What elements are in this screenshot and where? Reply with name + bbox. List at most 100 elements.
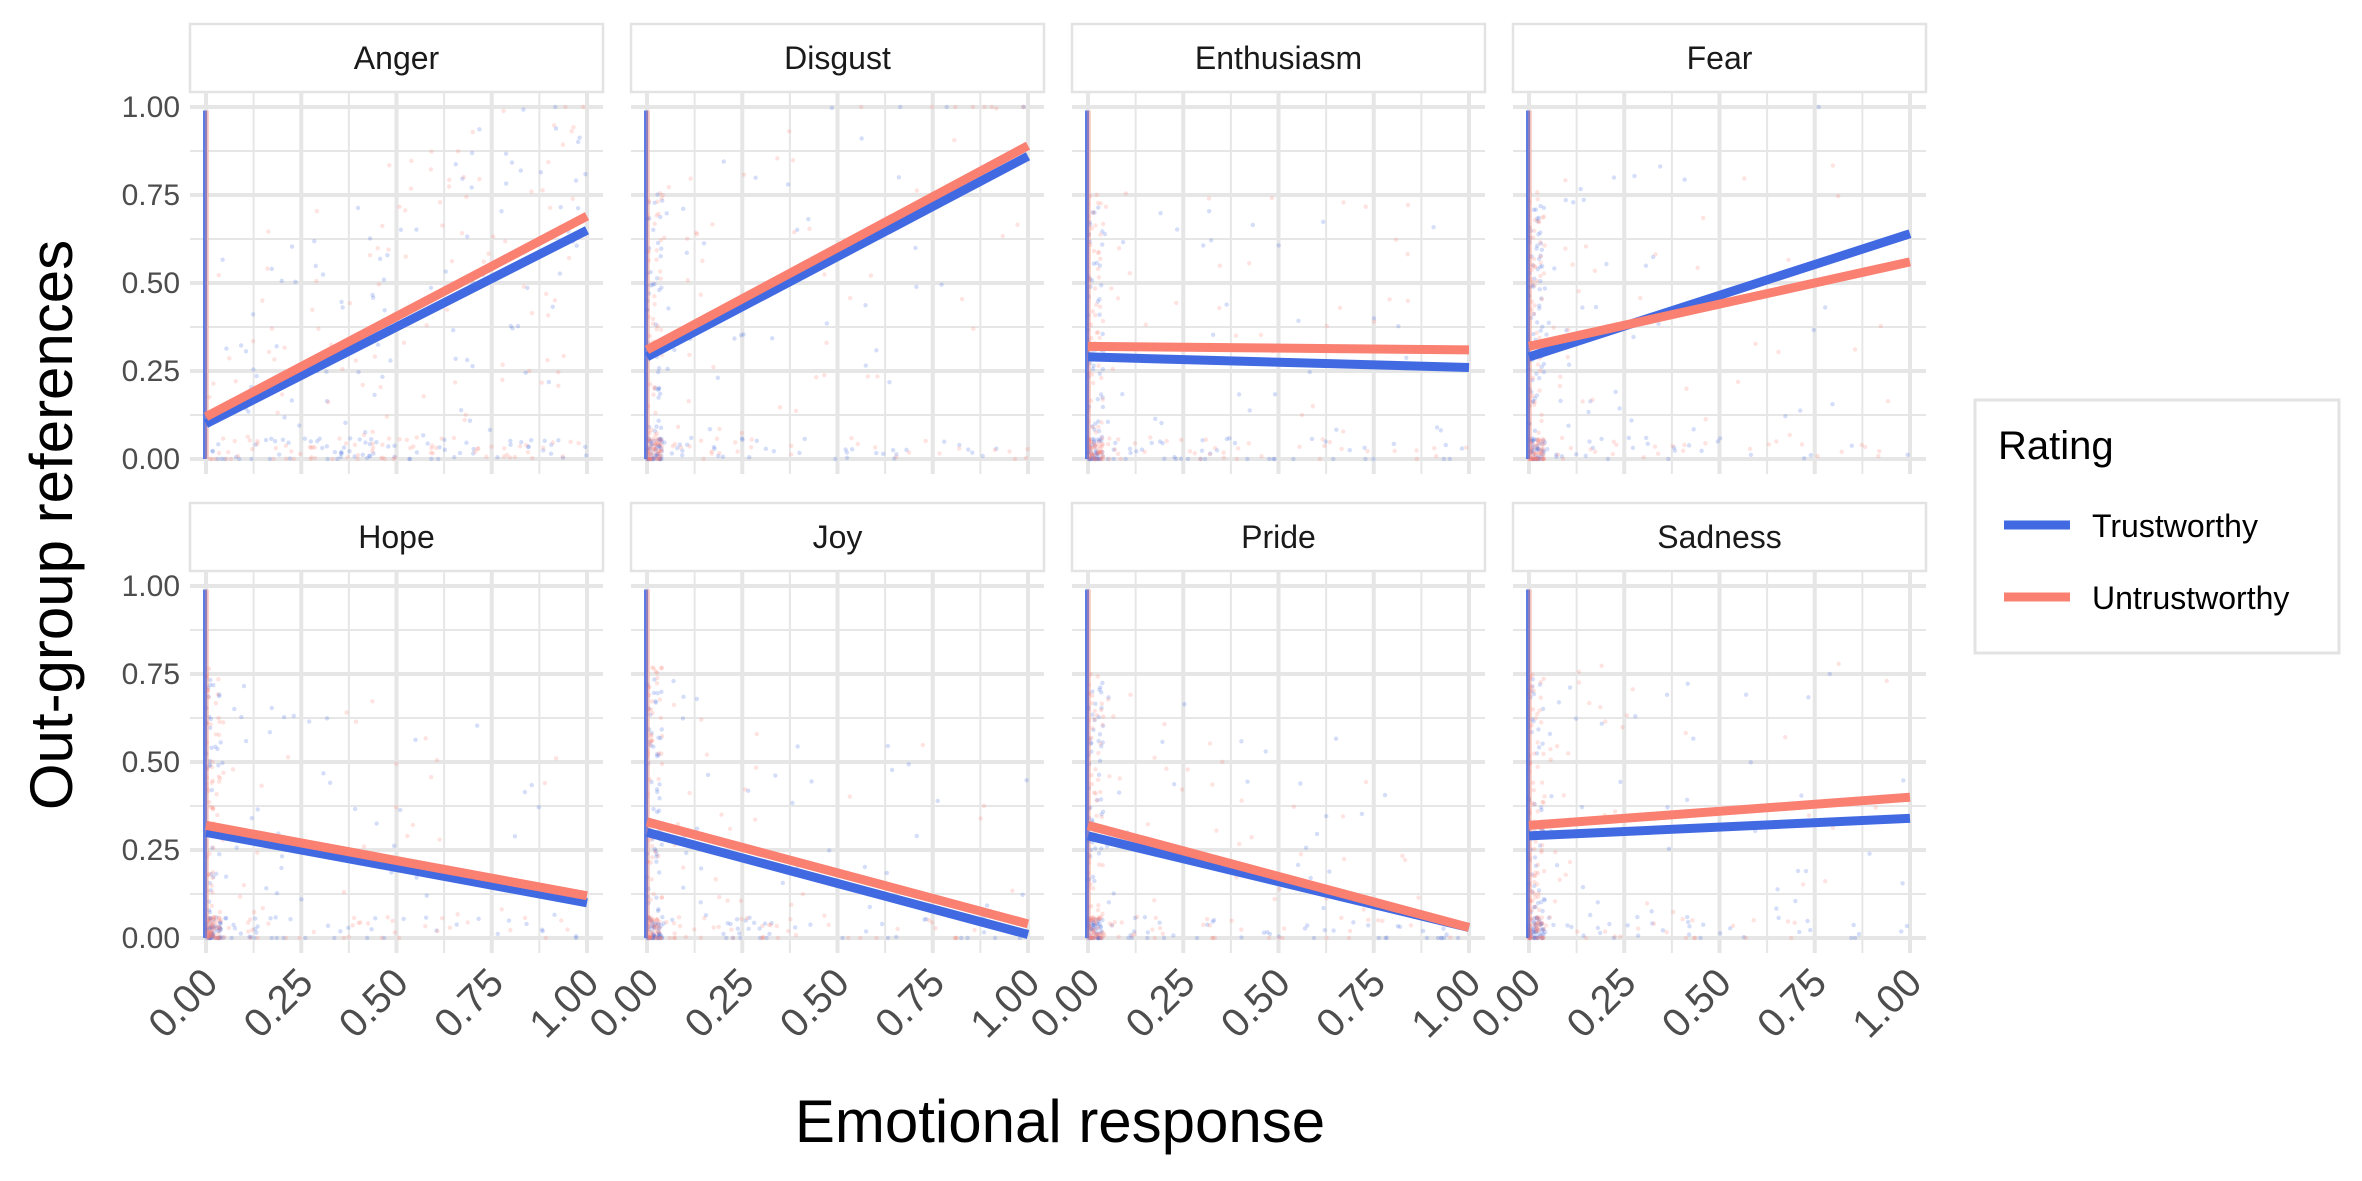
data-point xyxy=(1208,451,1213,456)
data-point xyxy=(659,733,665,739)
data-point xyxy=(434,445,439,451)
data-point xyxy=(1538,230,1543,235)
data-point xyxy=(563,104,568,110)
data-point xyxy=(1530,780,1536,785)
fit-line-untrustworthy xyxy=(645,817,1030,929)
data-point xyxy=(1538,278,1543,284)
data-point xyxy=(1100,404,1106,410)
data-point xyxy=(1590,397,1595,402)
data-point xyxy=(210,875,215,880)
data-point xyxy=(1258,332,1264,338)
data-point xyxy=(556,383,561,389)
data-point xyxy=(1612,809,1618,814)
data-point xyxy=(654,916,660,922)
data-point xyxy=(737,931,742,936)
data-point xyxy=(1340,814,1346,819)
data-point xyxy=(1444,932,1449,937)
data-point xyxy=(1536,219,1541,224)
data-point xyxy=(218,926,223,931)
data-point xyxy=(654,437,659,442)
data-point xyxy=(792,229,797,235)
data-point xyxy=(1405,251,1410,257)
data-point xyxy=(1538,456,1544,462)
data-point xyxy=(1095,330,1101,335)
data-point xyxy=(654,895,659,900)
data-point xyxy=(208,925,213,930)
data-point xyxy=(1291,804,1296,809)
data-point xyxy=(982,104,987,110)
data-point xyxy=(654,809,660,815)
data-point xyxy=(1540,324,1545,329)
data-point xyxy=(849,435,854,441)
data-point xyxy=(1093,448,1098,453)
data-point xyxy=(1210,782,1215,787)
data-point xyxy=(1091,916,1097,921)
data-point xyxy=(1538,240,1543,245)
data-point xyxy=(1327,439,1333,445)
data-point xyxy=(1098,930,1104,935)
data-point xyxy=(1532,801,1537,807)
data-point xyxy=(277,452,282,457)
data-point xyxy=(735,449,740,454)
data-point xyxy=(1541,214,1547,219)
data-point xyxy=(952,137,957,143)
facet-strip xyxy=(1070,501,1487,573)
data-point xyxy=(1543,923,1549,928)
data-point xyxy=(648,447,653,452)
data-point xyxy=(1800,882,1806,887)
data-point xyxy=(650,446,655,451)
data-point xyxy=(1530,717,1535,722)
data-point xyxy=(1088,672,1093,677)
data-point xyxy=(1535,437,1540,443)
data-point xyxy=(655,754,660,759)
data-point xyxy=(208,917,213,923)
data-point xyxy=(1533,870,1538,875)
data-point xyxy=(741,172,747,177)
scatter-points xyxy=(1526,104,1910,462)
data-point xyxy=(1535,362,1541,367)
data-point xyxy=(1091,439,1097,444)
data-point xyxy=(208,725,213,731)
data-point xyxy=(1541,448,1546,453)
data-point xyxy=(1092,445,1098,450)
data-point xyxy=(238,931,244,936)
data-point xyxy=(972,927,977,933)
data-point xyxy=(1885,399,1891,404)
data-point xyxy=(654,327,659,332)
data-point xyxy=(440,223,445,228)
data-point xyxy=(1091,437,1097,442)
y-axis-title: Out-group references xyxy=(18,240,85,810)
data-point xyxy=(692,927,697,932)
data-point xyxy=(519,440,524,445)
data-point xyxy=(1100,454,1106,459)
data-point xyxy=(1201,922,1206,928)
x-tick-label: 0.75 xyxy=(867,960,953,1046)
data-point xyxy=(1535,454,1541,460)
data-point xyxy=(574,934,579,939)
data-point xyxy=(1753,341,1758,347)
data-point xyxy=(407,456,412,462)
data-point xyxy=(1208,238,1214,243)
data-point xyxy=(1098,932,1103,938)
data-point xyxy=(1747,446,1753,452)
data-point xyxy=(648,935,653,941)
data-point xyxy=(654,248,659,253)
data-point xyxy=(1269,195,1275,201)
data-point xyxy=(1554,743,1560,749)
data-point xyxy=(486,251,491,256)
data-point xyxy=(1641,455,1646,460)
data-point xyxy=(1093,313,1098,318)
data-point xyxy=(1091,930,1097,935)
data-point xyxy=(1297,444,1302,450)
data-point xyxy=(1109,923,1115,928)
data-point xyxy=(652,442,657,447)
data-point xyxy=(1432,445,1437,451)
data-point xyxy=(207,924,212,929)
data-point xyxy=(738,935,743,941)
data-point xyxy=(647,921,653,926)
facet-strip-label: Disgust xyxy=(784,40,891,76)
data-point xyxy=(655,935,661,941)
data-point xyxy=(659,453,664,459)
data-point xyxy=(1691,427,1696,432)
